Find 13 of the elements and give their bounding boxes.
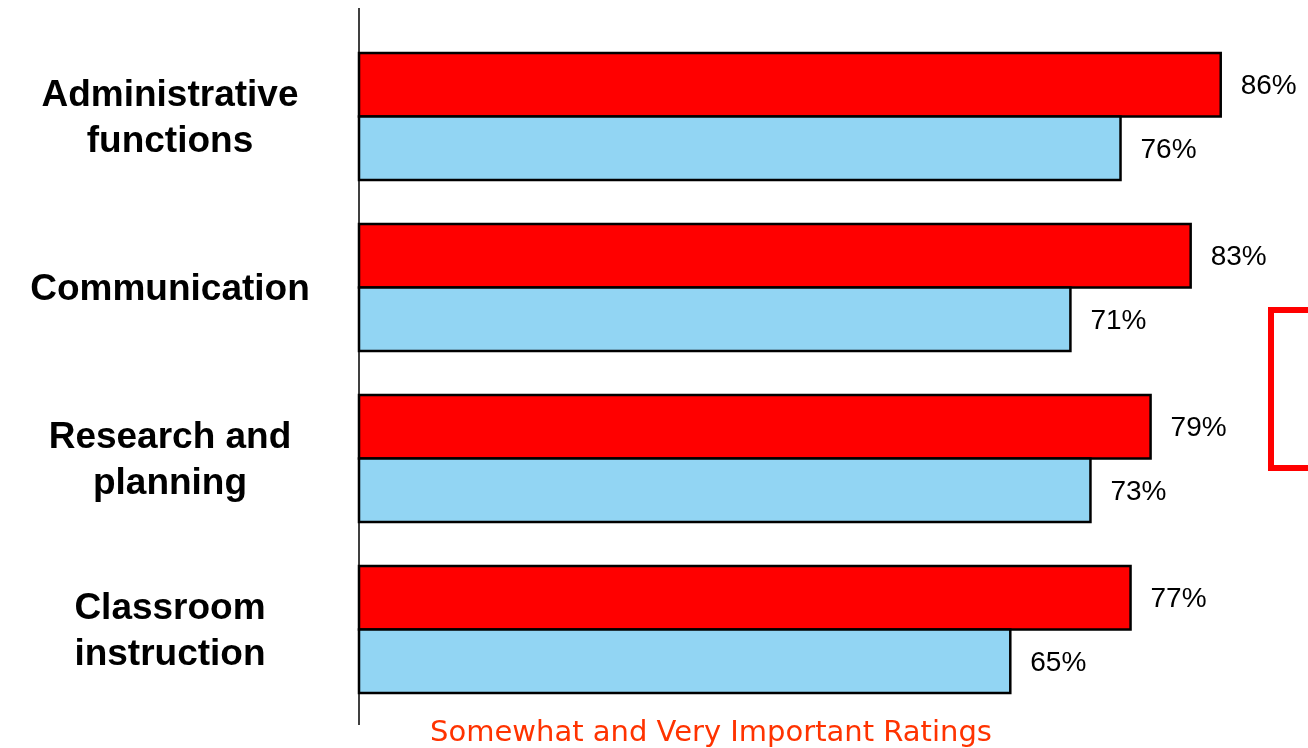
y-tick-label: Communication — [30, 267, 310, 308]
data-label: 77% — [1150, 582, 1207, 614]
data-label: 79% — [1170, 411, 1227, 443]
data-label: 86% — [1240, 69, 1297, 101]
data-label: 76% — [1140, 132, 1197, 164]
data-label: 65% — [1030, 645, 1087, 677]
data-label: 83% — [1210, 240, 1267, 272]
x-axis-title: Somewhat and Very Important Ratings — [430, 714, 992, 748]
data-label: 71% — [1090, 303, 1147, 335]
data-label: 73% — [1110, 474, 1167, 506]
y-tick-label: Classroom instruction — [74, 586, 266, 673]
y-tick-label: Administrative functions — [41, 73, 299, 160]
y-tick-label: Research and planning — [48, 415, 292, 502]
